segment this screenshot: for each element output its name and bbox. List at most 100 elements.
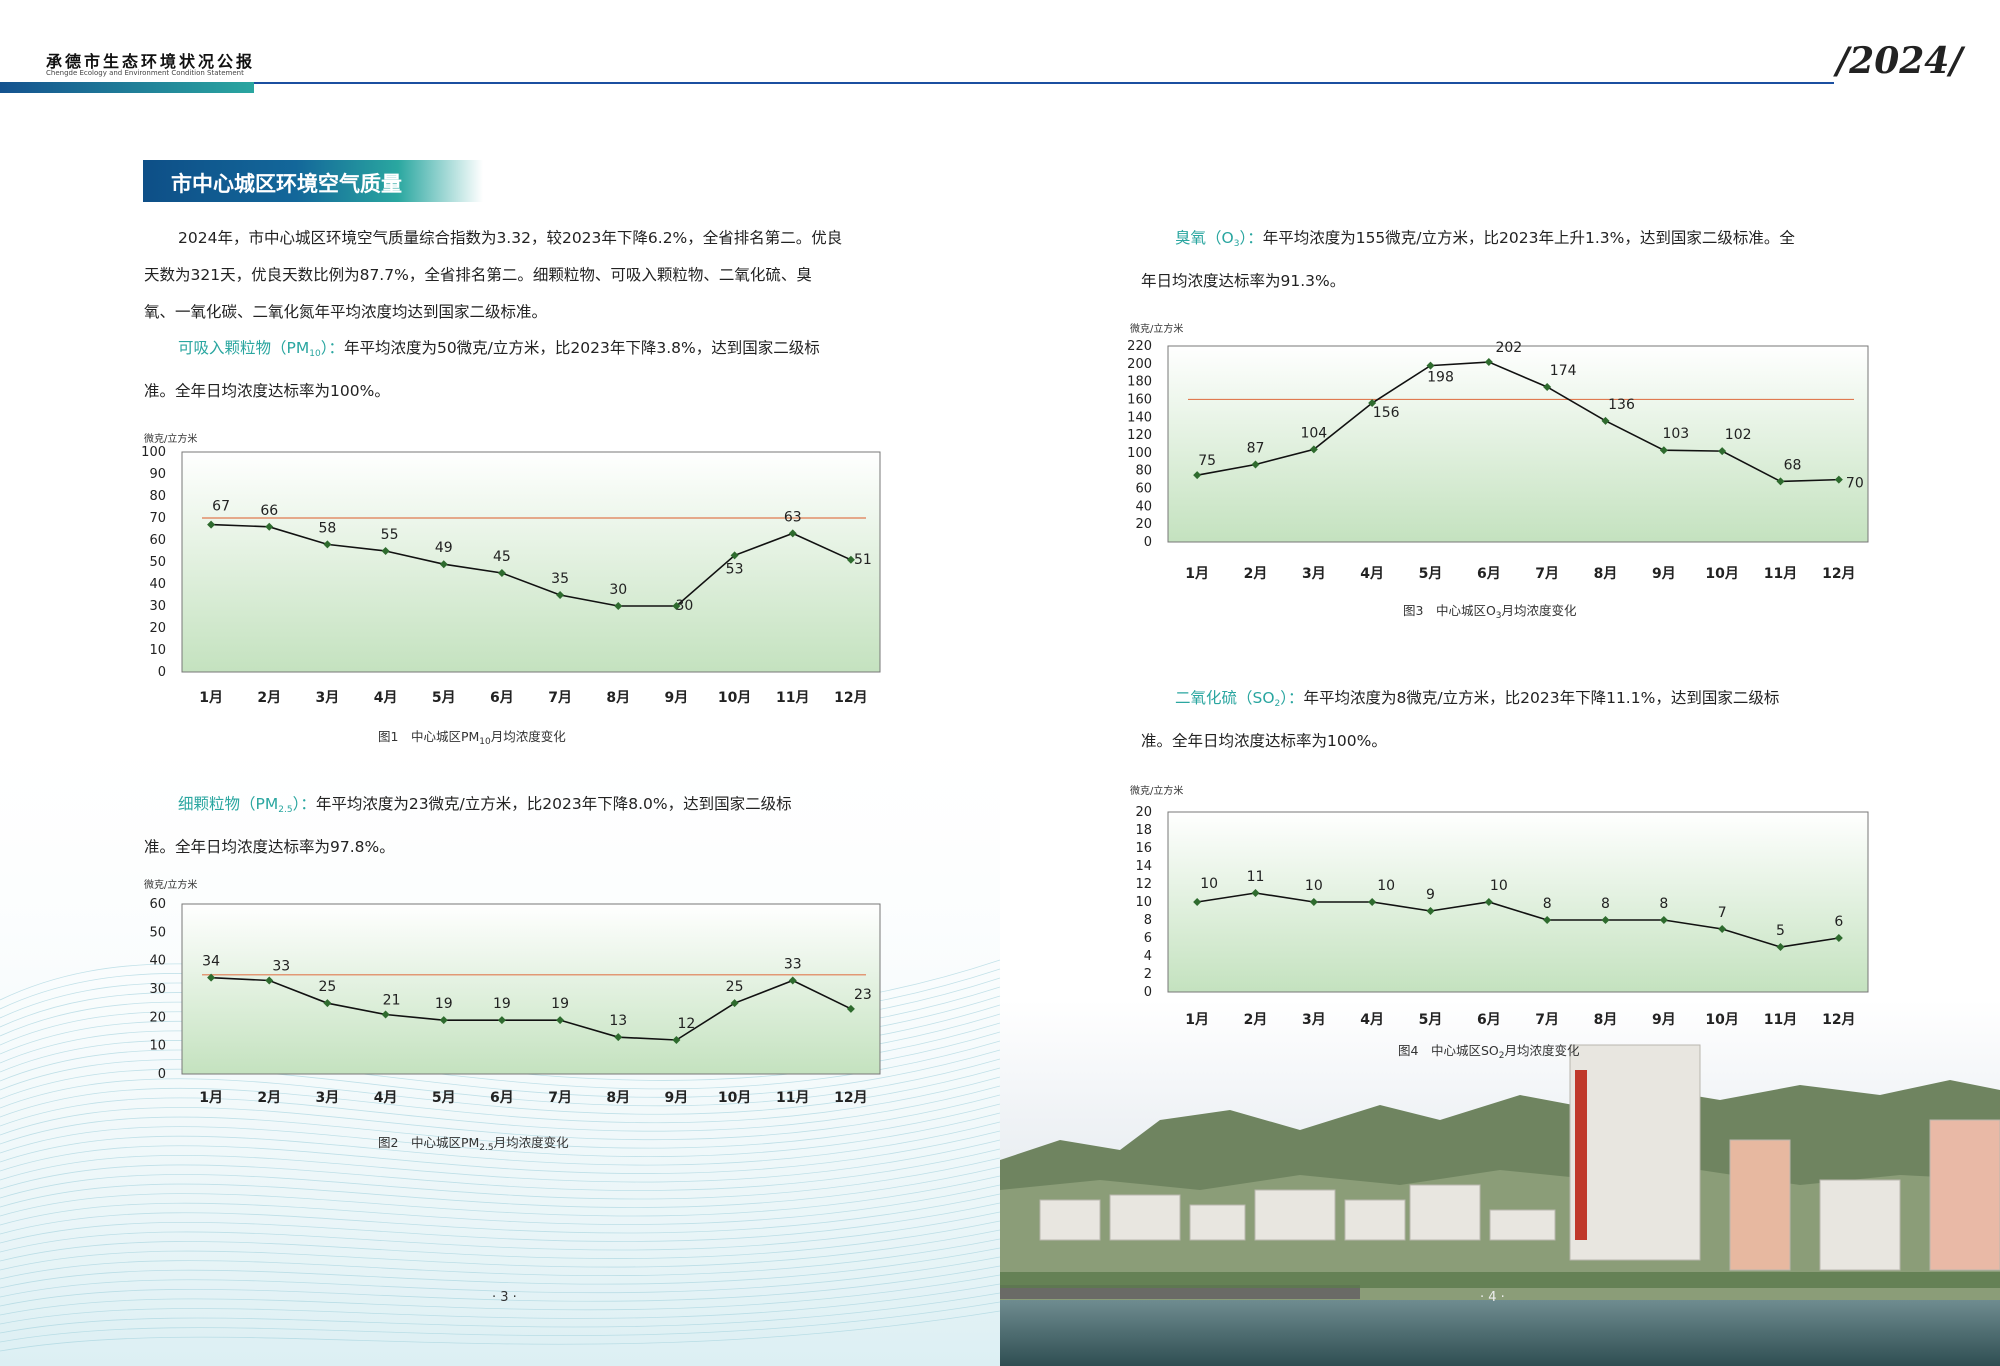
wave-line <box>0 1274 1001 1316</box>
series-line <box>1197 361 1839 483</box>
x-tick-label: 6月 <box>490 1090 514 1106</box>
wave-line <box>0 1139 1001 1183</box>
wave-line <box>0 1256 1001 1298</box>
o3-name: 臭氧（O <box>1175 229 1234 247</box>
chart4-caption: 图4 中心城区SO2月均浓度变化 <box>1398 1040 1579 1061</box>
o3-paragraph: 臭氧（O3）：年平均浓度为155微克/立方米，比2023年上升1.3%，达到国家… <box>1141 220 1795 300</box>
data-point-marker <box>265 976 274 985</box>
pm25-paragraph: 细颗粒物（PM2.5）：年平均浓度为23微克/立方米，比2023年下降8.0%，… <box>144 786 792 866</box>
x-tick-label: 12月 <box>834 690 867 706</box>
data-point-marker <box>1834 475 1843 484</box>
data-point-marker <box>1368 399 1377 408</box>
data-point-marker <box>1193 471 1202 480</box>
chart1-caption-pre: 图1 中心城区PM <box>378 729 480 744</box>
data-label: 25 <box>319 979 337 995</box>
data-label: 104 <box>1300 425 1327 441</box>
x-tick-label: 9月 <box>665 1090 689 1106</box>
data-point-marker <box>323 999 332 1008</box>
data-label: 19 <box>493 996 511 1012</box>
x-tick-label: 1月 <box>199 690 223 706</box>
series-line <box>211 976 852 1041</box>
y-tick-label: 10 <box>149 643 166 658</box>
data-point-marker <box>1484 898 1493 906</box>
data-point-marker <box>1543 382 1552 391</box>
chart2-caption-sub: 2.5 <box>479 1143 494 1153</box>
so2-text: 年平均浓度为8微克/立方米，比2023年下降11.1%，达到国家二级标 <box>1303 689 1780 707</box>
data-label: 75 <box>1198 453 1216 469</box>
x-tick-label: 10月 <box>1705 1012 1738 1028</box>
data-label: 19 <box>435 996 453 1012</box>
data-label: 45 <box>493 549 511 565</box>
data-point-marker <box>730 999 739 1008</box>
pm25-line-1: 细颗粒物（PM2.5）：年平均浓度为23微克/立方米，比2023年下降8.0%，… <box>144 786 792 829</box>
chart2-caption-pre: 图2 中心城区PM <box>378 1135 480 1150</box>
y-tick-label: 180 <box>1127 375 1152 390</box>
pm10-label: 可吸入颗粒物（PM10）： <box>178 339 344 359</box>
data-label: 202 <box>1495 340 1522 356</box>
x-tick-label: 7月 <box>1535 1012 1559 1028</box>
pm10-line-1: 可吸入颗粒物（PM10）：年平均浓度为50微克/立方米，比2023年下降3.8%… <box>144 330 820 373</box>
wave-line <box>0 1292 1001 1334</box>
pm10-name: 可吸入颗粒物（PM <box>178 339 310 357</box>
y-tick-label: 60 <box>1135 482 1152 497</box>
y-tick-label: 6 <box>1144 931 1152 946</box>
section-title: 市中心城区环境空气质量 <box>171 172 402 196</box>
data-label: 33 <box>784 957 802 973</box>
data-point-marker <box>1426 907 1435 915</box>
data-label: 5 <box>1776 923 1785 939</box>
y-tick-label: 160 <box>1127 392 1152 407</box>
x-tick-label: 1月 <box>199 1090 223 1106</box>
data-label: 25 <box>726 979 744 995</box>
y-tick-label: 200 <box>1127 357 1152 372</box>
data-point-marker <box>1426 361 1435 370</box>
x-tick-label: 5月 <box>1419 566 1443 582</box>
y-tick-label: 90 <box>149 467 166 482</box>
data-label: 30 <box>676 598 694 614</box>
chart1-caption-sub: 10 <box>479 737 491 747</box>
header-year: /2024/ <box>1836 40 1963 82</box>
wave-line <box>0 1085 1001 1132</box>
y-tick-label: 40 <box>149 577 166 592</box>
data-point-marker <box>788 529 797 538</box>
x-tick-label: 11月 <box>776 1090 809 1106</box>
y-tick-label: 0 <box>158 1067 166 1082</box>
data-label: 19 <box>551 996 569 1012</box>
chart-so2: 0 2 4 6 8 10 12 14 16 18 20 10 11 10 10 9 10 8 8 8 7 5 6 1月 2月 3月… <box>1135 805 1869 1028</box>
x-tick-label: 12月 <box>834 1090 867 1106</box>
x-tick-label: 4月 <box>1360 566 1384 582</box>
plot-area <box>181 903 881 1075</box>
x-tick-label: 7月 <box>548 1090 572 1106</box>
data-label: 6 <box>1834 914 1843 930</box>
chart3-caption-post: 月均浓度变化 <box>1501 603 1577 618</box>
y-tick-label: 10 <box>149 1039 166 1054</box>
x-tick-label: 8月 <box>606 1090 630 1106</box>
pm25-sub: 2.5 <box>278 805 293 815</box>
o3-label: 臭氧（O3）： <box>1175 229 1263 249</box>
pm25-label: 细颗粒物（PM2.5）： <box>178 795 316 815</box>
y-tick-label: 10 <box>1135 895 1152 910</box>
y-tick-label: 0 <box>158 665 166 680</box>
data-label: 30 <box>609 582 627 598</box>
y-tick-label: 20 <box>1135 517 1152 532</box>
data-point-marker <box>1776 477 1785 486</box>
y-tick-label: 60 <box>149 533 166 548</box>
year-value: 2024 <box>1849 40 1950 82</box>
wave-line <box>0 1229 1001 1271</box>
data-label: 68 <box>1784 457 1802 473</box>
x-tick-label: 6月 <box>490 690 514 706</box>
data-label: 8 <box>1601 896 1610 912</box>
pm10-line-2: 准。全年日均浓度达标率为100%。 <box>144 382 390 400</box>
x-tick-label: 9月 <box>1652 566 1676 582</box>
data-point-marker <box>207 973 216 982</box>
wave-line <box>0 1301 1001 1343</box>
data-point-marker <box>1718 447 1727 456</box>
data-label: 8 <box>1543 896 1552 912</box>
data-point-marker <box>846 1004 855 1013</box>
wave-line <box>0 1148 1001 1191</box>
header-rule <box>254 82 1834 84</box>
pm10-name-end: ）： <box>320 339 344 357</box>
data-label: 12 <box>678 1016 696 1032</box>
x-tick-label: 10月 <box>1705 566 1738 582</box>
y-tick-label: 220 <box>1127 339 1152 354</box>
data-label: 35 <box>551 571 569 587</box>
